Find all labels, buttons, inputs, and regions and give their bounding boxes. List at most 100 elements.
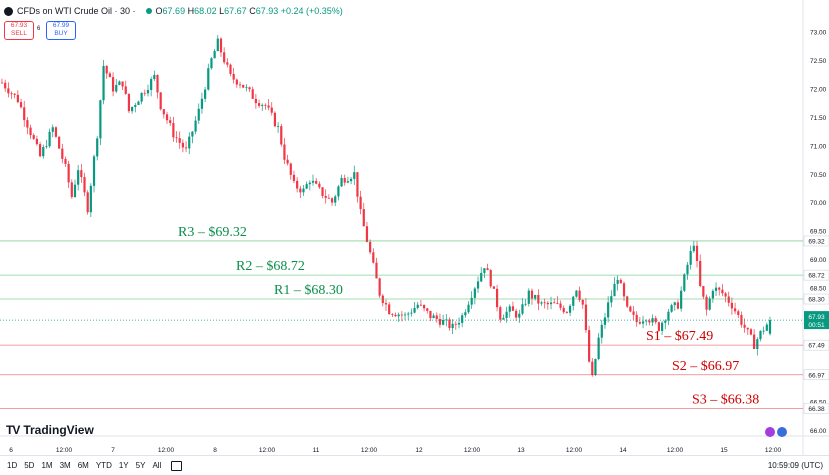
candle-body xyxy=(762,330,765,332)
candle-body xyxy=(699,260,702,287)
y-tick-label: 72.50 xyxy=(810,58,827,65)
timeframe-1d[interactable]: 1D xyxy=(7,461,18,470)
candles-group xyxy=(0,35,772,377)
candle-body xyxy=(683,274,686,291)
chart-header: CFDs on WTI Crude Oil · 30 · O67.69 H68.… xyxy=(4,6,343,16)
level-label-r2: R2 – $68.72 xyxy=(236,259,305,274)
candle-body xyxy=(591,361,594,376)
candle-body xyxy=(324,196,327,198)
candle-body xyxy=(197,108,200,121)
countdown-label: 00:51 xyxy=(808,322,825,329)
candle-body xyxy=(432,315,435,319)
candle-body xyxy=(480,272,483,282)
level-axis-tag-s1 xyxy=(803,339,829,351)
timeframe-5y[interactable]: 5Y xyxy=(135,461,146,470)
candle-body xyxy=(92,156,96,186)
candle-body xyxy=(638,322,641,324)
candle-body xyxy=(292,174,296,181)
candle-body xyxy=(473,288,476,298)
candle-body xyxy=(42,147,45,157)
symbol-title[interactable]: CFDs on WTI Crude Oil · 30 · xyxy=(17,6,136,16)
candle-body xyxy=(346,181,350,183)
buy-button[interactable]: 67.99 BUY xyxy=(46,21,76,40)
timeframe-ytd[interactable]: YTD xyxy=(95,461,112,470)
candle-body xyxy=(753,334,756,350)
timeframe-6m[interactable]: 6M xyxy=(77,461,89,470)
candle-body xyxy=(137,101,140,106)
candle-body xyxy=(476,281,480,289)
candle-body xyxy=(410,312,413,314)
candle-body xyxy=(499,307,502,320)
candle-body xyxy=(140,92,143,102)
candle-body xyxy=(204,89,207,99)
calendar-icon[interactable] xyxy=(171,460,183,471)
candle-body xyxy=(489,270,492,287)
candle-body xyxy=(289,163,292,175)
candle-body xyxy=(724,293,727,297)
timeframe-5d[interactable]: 5D xyxy=(24,461,35,470)
candle-body xyxy=(603,317,607,325)
candle-body xyxy=(422,305,426,309)
candle-body xyxy=(108,73,112,78)
candle-body xyxy=(568,305,572,313)
candle-body xyxy=(283,144,286,160)
candle-body xyxy=(61,148,64,159)
candle-body xyxy=(29,127,32,136)
candle-body xyxy=(648,320,651,323)
candle-body xyxy=(486,268,489,271)
timeframe-1m[interactable]: 1M xyxy=(41,461,53,470)
candle-body xyxy=(296,180,299,189)
candle-body xyxy=(588,330,591,362)
candle-body xyxy=(581,299,584,305)
candle-body xyxy=(111,77,115,92)
candle-body xyxy=(451,323,454,329)
candle-body xyxy=(45,146,48,148)
x-tick-label: 6 xyxy=(9,447,13,454)
market-open-icon xyxy=(145,8,152,14)
candle-body xyxy=(124,86,127,94)
candle-body xyxy=(207,68,210,90)
candle-body xyxy=(302,188,305,193)
y-tick-label: 71.00 xyxy=(810,143,827,150)
candle-body xyxy=(194,120,197,132)
level-axis-label-r1: 68.30 xyxy=(808,297,825,304)
candle-body xyxy=(505,311,508,318)
candle-body xyxy=(219,38,223,53)
candle-body xyxy=(238,84,242,86)
candle-body xyxy=(375,262,378,279)
candle-body xyxy=(232,73,235,80)
candle-body xyxy=(438,318,442,325)
candle-body xyxy=(464,312,467,316)
candle-body xyxy=(19,102,23,108)
sell-button[interactable]: 67.93 SELL xyxy=(4,21,34,40)
y-tick-label: 69.00 xyxy=(810,257,827,264)
candle-body xyxy=(667,311,670,321)
candle-body xyxy=(264,104,267,106)
spread-value: 6 xyxy=(37,26,41,32)
candle-body xyxy=(407,313,410,315)
candle-body xyxy=(635,314,638,323)
candle-body xyxy=(315,180,318,184)
candle-body xyxy=(378,278,381,296)
last-price-label: 67.93 xyxy=(808,314,825,321)
tradingview-mark-icon: TV xyxy=(6,423,20,437)
candle-body xyxy=(534,294,537,299)
candle-body xyxy=(575,290,578,297)
candle-body xyxy=(299,188,302,193)
candle-body xyxy=(483,268,486,273)
candle-body xyxy=(454,323,457,325)
candle-body xyxy=(184,147,188,149)
bottom-toolbar: 1D 5D 1M 3M 6M YTD 1Y 5Y All 10:59:09 (U… xyxy=(0,455,829,475)
candle-body xyxy=(321,187,324,197)
y-tick-label: 72.00 xyxy=(810,86,827,93)
timeframe-3m[interactable]: 3M xyxy=(59,461,71,470)
candle-body xyxy=(641,321,645,324)
candle-body xyxy=(521,304,524,314)
tradingview-logo[interactable]: TV TradingView xyxy=(6,423,94,437)
x-tick-label: 12:00 xyxy=(667,447,684,454)
candle-body xyxy=(553,302,556,304)
timeframe-1y[interactable]: 1Y xyxy=(118,461,129,470)
y-tick-label: 73.00 xyxy=(810,29,827,36)
timeframe-all[interactable]: All xyxy=(152,461,162,470)
